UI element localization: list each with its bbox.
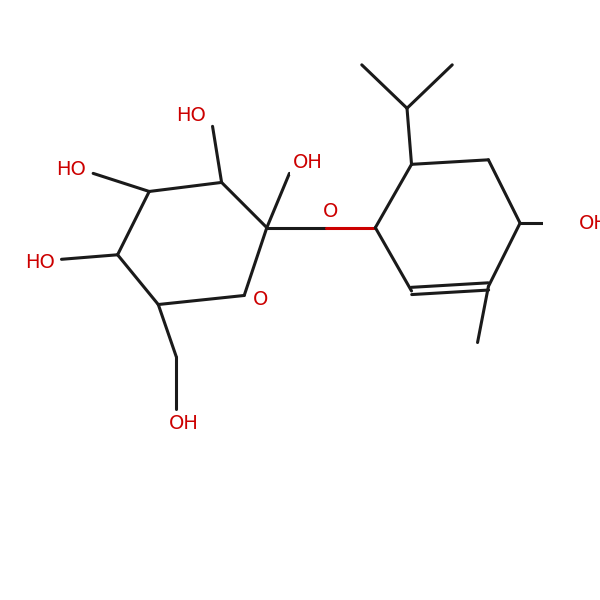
Text: HO: HO	[176, 106, 206, 125]
Text: HO: HO	[56, 160, 86, 179]
Text: OH: OH	[293, 153, 322, 172]
Text: HO: HO	[25, 253, 55, 272]
Text: OH: OH	[169, 413, 199, 433]
Text: OH: OH	[579, 214, 600, 233]
Text: O: O	[253, 290, 268, 308]
Text: O: O	[322, 202, 338, 221]
